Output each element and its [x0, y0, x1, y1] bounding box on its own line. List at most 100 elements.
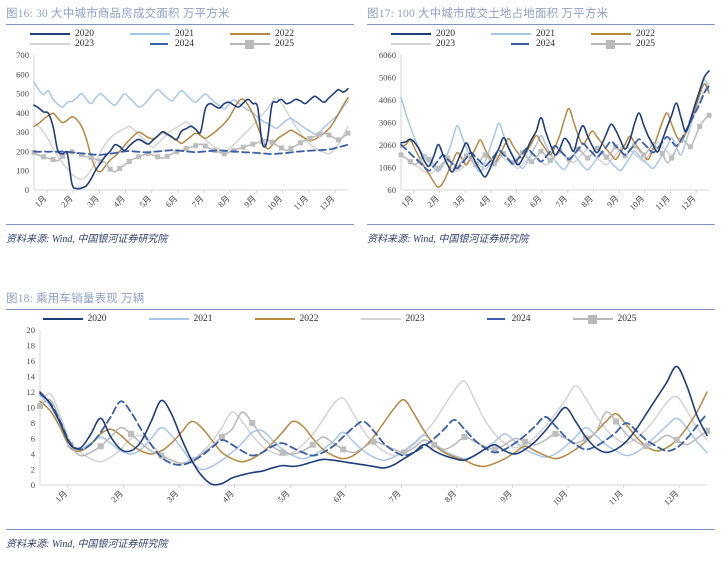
x-axis-tick-label: 1月: [54, 489, 69, 504]
y-axis-tick-label: 60: [387, 185, 396, 195]
legend-label: 2022: [636, 29, 655, 39]
series-marker-2025: [687, 144, 693, 150]
series-marker-2025: [309, 441, 316, 448]
series-line-2021: [400, 78, 710, 173]
legend-item-2021[interactable]: 2021: [130, 29, 230, 39]
x-axis-tick-label: 4月: [221, 489, 236, 504]
legend-item-2022[interactable]: 2022: [254, 314, 361, 324]
figure-17-title-rule: [367, 24, 715, 25]
figure-18-source: 资料来源: Wind, 中国银河证券研究院: [6, 539, 168, 550]
series-marker-2025: [643, 443, 650, 450]
series-marker-2025: [117, 165, 123, 171]
legend-item-2022[interactable]: 2022: [591, 29, 691, 39]
legend-item-2025[interactable]: 2025: [230, 39, 330, 49]
series-marker-2025: [335, 137, 341, 143]
y-axis-tick-label: 400: [16, 108, 29, 118]
y-axis-tick-label: 16: [26, 356, 35, 366]
legend-item-2024[interactable]: 2024: [491, 39, 591, 49]
legend-label: 2025: [617, 314, 637, 324]
series-marker-2025: [461, 433, 468, 440]
legend-label: 2023: [405, 314, 425, 324]
series-marker-2025: [164, 153, 170, 159]
legend-swatch-2024-icon: [491, 39, 531, 49]
legend-item-2025[interactable]: 2025: [591, 39, 691, 49]
figure-18-chart: 0 2 4 6 8 10 12 14 16 18 20 1月 2月 3月 4月 5月 6月 7月 8月 9月 10月 11…: [0, 324, 721, 529]
series-marker-2025: [522, 438, 529, 445]
x-axis-tick-label: 2月: [110, 489, 125, 504]
y-axis-tick-label: 4: [31, 449, 36, 459]
series-marker-2025: [345, 130, 351, 136]
legend-item-2021[interactable]: 2021: [491, 29, 591, 39]
legend-item-2021[interactable]: 2021: [148, 314, 255, 324]
series-marker-2025: [454, 164, 460, 170]
legend-item-2024[interactable]: 2024: [130, 39, 230, 49]
y-axis-tick-label: 300: [16, 127, 29, 137]
series-marker-2025: [136, 154, 142, 160]
series-marker-2025: [158, 452, 165, 459]
legend-swatch-2022-icon: [254, 314, 295, 324]
legend-label: 2020: [75, 29, 94, 39]
x-axis-tick-label: 10月: [628, 194, 646, 212]
series-marker-2025: [249, 420, 256, 426]
legend-swatch-2025-icon: [572, 314, 613, 324]
legend-item-2023[interactable]: 2023: [391, 39, 491, 49]
series-marker-2025: [316, 131, 322, 137]
x-axis-tick-label: 11月: [654, 194, 672, 212]
series-marker-2025: [50, 157, 56, 163]
figure-16-source: 资料来源: Wind, 中国银河证券研究院: [6, 234, 168, 245]
x-axis-tick-label: 10月: [266, 194, 284, 212]
figure-18-title-rule: [6, 309, 715, 310]
series-marker-2025: [218, 433, 225, 440]
x-axis-tick-label: 7月: [387, 489, 402, 504]
series-marker-2025: [603, 154, 609, 160]
legend-item-2022[interactable]: 2022: [230, 29, 330, 39]
series-marker-2025: [288, 146, 294, 152]
series-marker-2025: [107, 166, 113, 172]
series-line-2024: [33, 143, 349, 156]
series-marker-2025: [127, 430, 134, 437]
series-line-2022: [400, 83, 710, 189]
y-axis-tick-label: 6060: [379, 50, 396, 60]
series-marker-2025: [704, 427, 710, 434]
legend-item-2024[interactable]: 2024: [467, 314, 573, 324]
y-axis-tick-label: 700: [16, 50, 29, 60]
series-line-2021: [39, 394, 708, 471]
series-marker-2025: [510, 160, 516, 166]
x-axis-tick-label: 8月: [216, 194, 231, 209]
series-marker-2025: [501, 151, 507, 157]
series-marker-2025: [370, 438, 377, 445]
legend-item-2020[interactable]: 2020: [30, 29, 130, 39]
series-marker-2025: [431, 441, 438, 448]
series-marker-2025: [697, 124, 703, 130]
series-marker-2025: [552, 430, 559, 437]
series-line-2020: [39, 365, 708, 486]
legend-item-2020[interactable]: 2020: [391, 29, 491, 39]
series-marker-2025: [155, 154, 161, 160]
series-marker-2025: [417, 157, 423, 163]
series-marker-2025: [340, 446, 347, 453]
series-line-2021: [33, 81, 349, 135]
x-axis-tick-label: 7月: [554, 194, 569, 209]
series-marker-2025: [278, 145, 284, 151]
legend-item-2020[interactable]: 2020: [42, 314, 149, 324]
y-axis-tick-label: 4060: [379, 95, 396, 105]
legend-item-2023[interactable]: 2023: [360, 314, 467, 324]
series-line-2024: [400, 85, 710, 172]
legend-swatch-2020-icon: [391, 29, 431, 39]
series-marker-2025: [231, 147, 237, 153]
series-marker-2025: [426, 156, 432, 162]
x-axis-tick-label: 11月: [292, 194, 310, 212]
series-marker-2025: [79, 152, 85, 158]
x-axis-tick-label: 4月: [477, 194, 492, 209]
legend-swatch-2021-icon: [491, 29, 531, 39]
y-axis-tick-label: 2: [31, 465, 35, 475]
series-marker-2025: [126, 158, 132, 164]
legend-item-2023[interactable]: 2023: [30, 39, 130, 49]
y-axis-tick-label: 600: [16, 69, 29, 79]
x-axis-tick-label: 7月: [190, 194, 205, 209]
x-axis-tick-label: 8月: [580, 194, 595, 209]
legend-label: 2025: [275, 39, 294, 49]
legend-item-2025[interactable]: 2025: [572, 314, 679, 324]
series-line-2022: [33, 97, 349, 173]
